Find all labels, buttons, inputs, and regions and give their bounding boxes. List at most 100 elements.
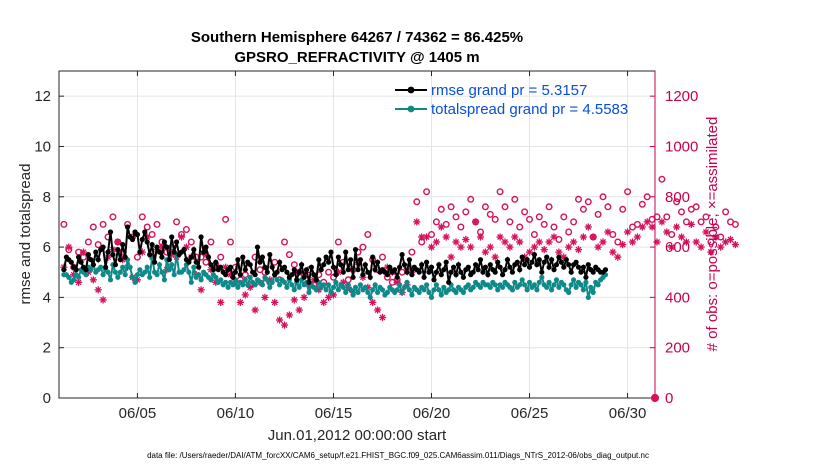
data-point: [61, 267, 67, 273]
data-point: [546, 279, 552, 285]
data-point: [561, 282, 567, 288]
possible-point: [486, 210, 494, 218]
data-point: [193, 259, 199, 265]
data-point: [583, 274, 589, 280]
assimilated-point: [261, 293, 269, 301]
data-point: [142, 269, 148, 275]
data-point: [350, 274, 356, 280]
data-point: [78, 259, 84, 265]
data-point: [345, 267, 351, 273]
data-point: [421, 287, 427, 293]
data-point: [460, 274, 466, 280]
assimilated-point: [653, 238, 661, 246]
data-point: [223, 279, 229, 285]
data-point: [568, 269, 574, 275]
assimilated-point: [271, 298, 279, 306]
possible-point: [619, 205, 627, 213]
data-point: [355, 267, 361, 273]
data-point: [566, 289, 572, 295]
data-point: [203, 244, 209, 250]
data-point: [522, 282, 528, 288]
data-point: [85, 252, 91, 258]
data-point: [208, 262, 214, 268]
assimilated-point: [609, 248, 617, 256]
data-point: [147, 274, 153, 280]
series-1: [61, 252, 609, 301]
data-point: [284, 269, 290, 275]
assimilated-point: [413, 218, 421, 226]
data-point: [240, 282, 246, 288]
data-point: [125, 224, 131, 230]
assimilated-point: [516, 238, 524, 246]
assimilated-point: [707, 248, 715, 256]
data-point: [259, 282, 265, 288]
data-point: [291, 267, 297, 273]
x-tick-label: 06/30: [609, 405, 647, 422]
data-point: [544, 284, 550, 290]
data-point: [71, 277, 77, 283]
data-point: [235, 257, 241, 263]
assimilated-point: [638, 223, 646, 231]
data-point: [213, 259, 219, 265]
data-point: [76, 254, 82, 260]
assimilated-point: [369, 298, 377, 306]
data-point: [367, 274, 373, 280]
data-point: [362, 262, 368, 268]
y-axis-label: rmse and totalspread: [17, 164, 34, 305]
data-point: [196, 272, 202, 278]
data-point: [428, 264, 435, 270]
data-point: [352, 284, 359, 290]
data-point: [308, 264, 314, 270]
data-point: [426, 289, 432, 295]
assimilated-point: [682, 238, 691, 246]
y2-tick-label: 400: [665, 289, 690, 306]
assimilated-point: [672, 223, 681, 231]
data-point: [551, 282, 557, 288]
data-point: [328, 289, 334, 295]
data-point: [139, 236, 145, 243]
data-point: [281, 264, 288, 270]
data-point: [455, 262, 462, 268]
possible-point: [506, 218, 514, 226]
data-point: [294, 277, 300, 283]
assimilated-point: [584, 223, 592, 231]
data-point: [201, 249, 207, 255]
data-point: [512, 279, 518, 285]
chart-title: Southern Hemisphere 64267 / 74362 = 86.4…: [191, 29, 523, 46]
possible-point: [217, 253, 225, 261]
data-point: [142, 229, 148, 235]
data-point: [161, 239, 167, 245]
assimilated-point: [481, 248, 489, 256]
data-point: [252, 272, 258, 278]
data-point: [433, 282, 439, 288]
data-point: [519, 254, 525, 260]
data-point: [485, 272, 491, 278]
possible-point: [325, 268, 333, 276]
data-point: [367, 294, 373, 300]
assimilated-point: [280, 321, 289, 329]
data-point: [323, 287, 329, 293]
assimilated-point: [447, 253, 455, 261]
data-point: [399, 289, 405, 295]
data-point: [424, 259, 430, 265]
assimilated-point: [619, 241, 627, 249]
assimilated-point: [569, 238, 578, 246]
data-point: [299, 262, 305, 268]
possible-point: [207, 238, 215, 246]
data-point: [360, 272, 366, 278]
data-point: [117, 269, 123, 275]
data-point: [98, 264, 104, 270]
possible-point: [187, 238, 195, 246]
assimilated-point: [300, 293, 308, 301]
assimilated-point: [687, 220, 695, 228]
data-point: [590, 269, 596, 275]
data-point: [321, 282, 327, 288]
y-tick-label: 4: [43, 289, 51, 306]
possible-point: [226, 238, 234, 246]
data-point: [105, 269, 111, 275]
data-point: [259, 254, 265, 260]
assimilated-point: [437, 223, 445, 231]
possible-point: [624, 188, 632, 196]
data-point: [573, 284, 579, 290]
assimilated-point: [702, 228, 710, 236]
